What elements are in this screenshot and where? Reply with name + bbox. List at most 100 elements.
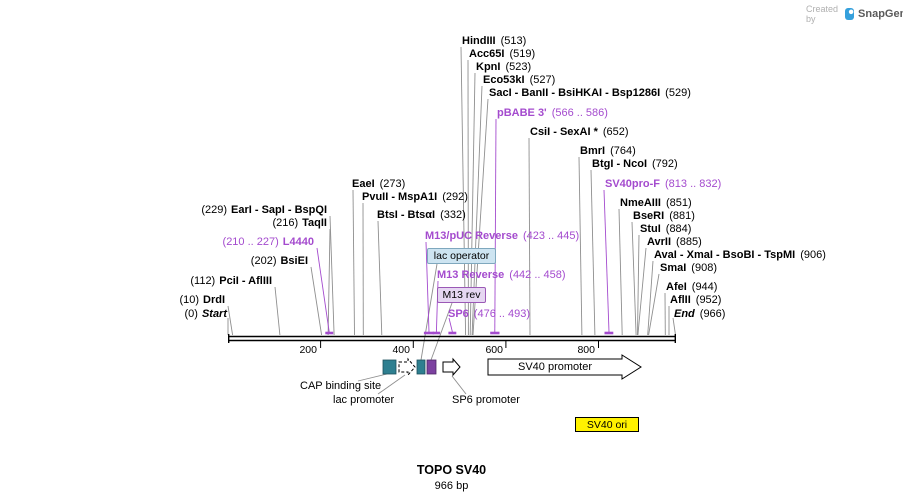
- primer-name: SV40pro-F: [605, 178, 661, 190]
- site-position: (792): [652, 158, 678, 170]
- primer-range: (210 .. 227): [222, 236, 279, 248]
- site-label[interactable]: HindIII (513): [462, 35, 526, 48]
- enzyme-name: StuI: [640, 223, 661, 235]
- site-label[interactable]: AvrII (885): [647, 236, 702, 249]
- sp6-promoter-feature[interactable]: [442, 357, 461, 377]
- axis-ticks: [320, 341, 599, 348]
- site-label[interactable]: NmeAIII (851): [620, 197, 692, 210]
- primer-label[interactable]: M13/pUC Reverse (423 .. 445): [425, 230, 579, 243]
- sv40-promoter-feature[interactable]: [487, 354, 642, 380]
- enzyme-name: PciI - AflIII: [219, 275, 272, 287]
- site-position: (292): [442, 191, 468, 203]
- site-label[interactable]: BtsI - BtsαI (332): [377, 209, 466, 222]
- site-position: (519): [509, 48, 536, 60]
- enzyme-name: SmaI: [660, 262, 687, 274]
- created-by-text: Created by: [806, 4, 839, 24]
- site-position: (966): [699, 308, 726, 320]
- site-label[interactable]: AvaI - XmaI - BsoBI - TspMI (906): [654, 249, 826, 262]
- site-label[interactable]: Eco53kI (527): [483, 74, 555, 87]
- site-position: (527): [529, 74, 556, 86]
- site-label[interactable]: KpnI (523): [476, 61, 531, 74]
- primer-name: pBABE 3': [497, 107, 547, 119]
- sv40-promoter-label[interactable]: SV40 promoter: [518, 361, 592, 373]
- site-label[interactable]: AfeI (944): [666, 281, 717, 294]
- site-label[interactable]: (112) PciI - AflIII: [190, 275, 272, 288]
- lac-promoter-feature[interactable]: [398, 357, 416, 377]
- callout-lines: [227, 46, 676, 395]
- primer-label[interactable]: pBABE 3' (566 .. 586): [497, 107, 608, 120]
- site-label[interactable]: BseRI (881): [633, 210, 695, 223]
- primer-range: (442 .. 458): [509, 269, 566, 281]
- site-position: (10): [179, 294, 199, 306]
- site-position: (202): [250, 255, 277, 267]
- site-position: (523): [505, 61, 532, 73]
- site-label[interactable]: SmaI (908): [660, 262, 717, 275]
- map-length: 966 bp: [434, 480, 469, 492]
- site-label[interactable]: (202) BsiEI: [251, 255, 308, 268]
- site-position: (229): [201, 204, 228, 216]
- m13-rev-label-box[interactable]: M13 rev: [437, 287, 486, 303]
- primer-range: (813 .. 832): [665, 178, 722, 190]
- site-label[interactable]: StuI (884): [640, 223, 691, 236]
- map-title: TOPO SV40: [416, 463, 487, 477]
- cap-binding-site-feature[interactable]: [382, 359, 397, 375]
- cap-binding-site-label[interactable]: CAP binding site: [300, 380, 382, 392]
- site-label[interactable]: AflII (952): [670, 294, 721, 307]
- site-label[interactable]: BmrI (764): [580, 145, 636, 158]
- primer-label[interactable]: SP6 (476 .. 493): [448, 308, 530, 321]
- site-label[interactable]: (10) DrdI: [179, 294, 225, 307]
- primer-label[interactable]: SV40pro-F (813 .. 832): [605, 178, 721, 191]
- map-end-label[interactable]: End (966): [674, 308, 725, 321]
- primer-label[interactable]: M13 Reverse (442 .. 458): [437, 269, 566, 282]
- enzyme-name: AvrII: [647, 236, 672, 248]
- enzyme-name: AfeI: [666, 281, 687, 293]
- sp6-promoter-label[interactable]: SP6 promoter: [452, 394, 520, 406]
- lac-operator-feature[interactable]: [416, 359, 426, 375]
- site-position: (764): [610, 145, 636, 157]
- snapgene-logo-icon: [844, 8, 855, 20]
- site-label[interactable]: EaeI (273): [352, 178, 405, 191]
- enzyme-name: Eco53kI: [483, 74, 525, 86]
- site-position: (273): [379, 178, 406, 190]
- site-position: (216): [272, 217, 299, 229]
- enzyme-name: CsiI - SexAI *: [530, 126, 598, 138]
- map-backbone: [227, 334, 676, 343]
- primer-name: SP6: [448, 308, 469, 320]
- primer-label[interactable]: (210 .. 227) L4440: [223, 236, 314, 249]
- site-label[interactable]: (216) TaqII: [272, 217, 327, 230]
- lac-operator-label-box[interactable]: lac operator: [427, 248, 496, 264]
- end-name: End: [674, 308, 695, 320]
- enzyme-name: HindIII: [462, 35, 496, 47]
- enzyme-name: KpnI: [476, 61, 501, 73]
- enzyme-name: TaqII: [302, 217, 327, 229]
- enzyme-name: EaeI: [352, 178, 375, 190]
- axis-tick-label: 200: [299, 344, 317, 356]
- site-label[interactable]: SacI - BanII - BsiHKAI - Bsp1286I (529): [489, 87, 691, 100]
- primer-range: (476 .. 493): [473, 308, 531, 320]
- site-label[interactable]: PvuII - MspA1I (292): [362, 191, 468, 204]
- axis-tick-label: 400: [392, 344, 410, 356]
- site-position: (513): [500, 35, 527, 47]
- sv40-ori-box[interactable]: SV40 ori: [575, 417, 639, 432]
- primer-callout-lines: [316, 118, 610, 333]
- enzyme-name: BsiEI: [280, 255, 308, 267]
- site-label[interactable]: Acc65I (519): [469, 48, 535, 61]
- site-position: (851): [665, 197, 692, 209]
- site-label[interactable]: BtgI - NcoI (792): [592, 158, 678, 171]
- enzyme-name: NmeAIII: [620, 197, 661, 209]
- m13-rev-feature[interactable]: [426, 359, 437, 375]
- site-position: (112): [190, 275, 216, 287]
- snapgene-brand-text: SnapGene: [858, 8, 903, 20]
- site-position: (908): [691, 262, 717, 274]
- enzyme-name: BseRI: [633, 210, 665, 222]
- site-label[interactable]: (229) EarI - SapI - BspQI: [201, 204, 327, 217]
- map-start-label[interactable]: (0) Start: [184, 308, 227, 321]
- site-position: (944): [691, 281, 718, 293]
- enzyme-name: PvuII - MspA1I: [362, 191, 438, 203]
- site-label[interactable]: CsiI - SexAI * (652): [530, 126, 629, 139]
- lac-promoter-label[interactable]: lac promoter: [333, 394, 395, 406]
- primer-name: M13/pUC Reverse: [425, 230, 518, 242]
- enzyme-name: BtgI - NcoI: [592, 158, 647, 170]
- primer-name: M13 Reverse: [437, 269, 505, 281]
